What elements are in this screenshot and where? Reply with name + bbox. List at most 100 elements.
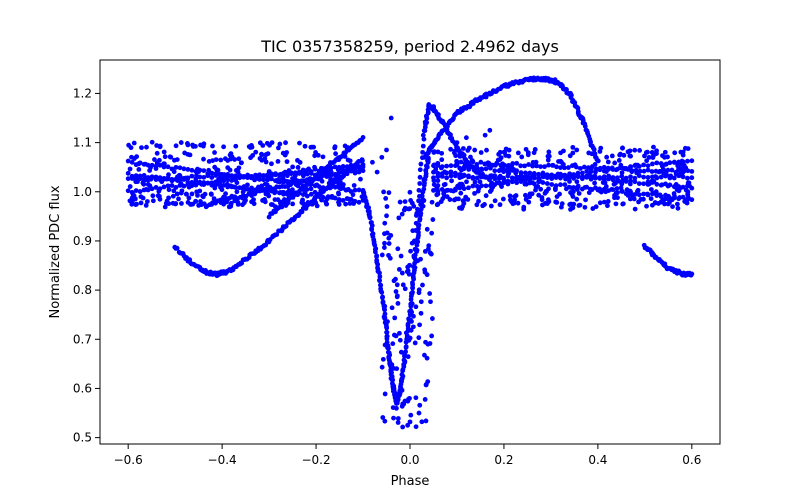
data-point-sloped_tracks_left [336,164,342,170]
data-point-eclipse_scatter [429,199,435,205]
data-point-sloped_tracks_right [680,159,686,165]
y-axis-ticks: 0.5 0.6 0.7 0.8 0.9 1.0 1.1 1.2 [73,86,100,445]
data-point-sloped_tracks_right [685,197,690,203]
data-point-flat_band_right [670,204,675,210]
data-point-flat_band_right [521,206,527,212]
data-point-eclipse_scatter [388,376,394,381]
data-point-eclipse_scatter [394,294,400,300]
data-point-flat_band_left [134,201,139,207]
data-point-flat_band_left [150,198,156,204]
data-point-sloped_tracks_left [285,179,290,185]
data-point-sloped_tracks_right [667,182,673,188]
data-point-flat_band_right [557,191,562,197]
data-point-eclipse_scatter [403,330,409,336]
data-point-isolated_points [374,169,380,175]
data-point-sloped_tracks_right [527,180,533,186]
data-point-eclipse_egress [410,289,415,295]
data-point-flat_band_left [342,143,348,149]
data-point-sloped_tracks_left [129,189,135,195]
data-point-flat_band_right [617,151,623,157]
data-point-flat_band_left [143,202,149,208]
data-point-flat_band_right [632,206,638,212]
data-point-eclipse_egress [405,321,411,327]
data-point-sloped_tracks_right [470,183,476,189]
data-point-sloped_tracks_left [292,173,298,178]
data-point-eclipse_scatter [383,195,389,201]
data-point-sloped_tracks_left [205,173,211,179]
data-point-sloped_tracks_right [613,167,619,173]
data-point-sloped_tracks_left [225,184,231,190]
data-point-eclipse_scatter [402,206,408,212]
data-point-flat_band_left [308,186,314,192]
data-point-sloped_tracks_left [229,184,235,190]
data-point-sloped_tracks_left [185,175,191,181]
data-point-eclipse_scatter [418,310,424,316]
data-point-sloped_tracks_right [661,168,667,174]
data-point-sloped_tracks_left [125,188,131,194]
data-point-sloped_tracks_right [466,185,471,191]
data-point-flat_band_left [275,159,281,164]
data-point-flat_band_right [476,198,481,204]
data-point-flat_band_right [500,196,506,202]
data-point-flat_band_left [172,157,177,163]
data-point-flat_band_right [561,148,566,154]
data-point-sloped_tracks_right [483,183,489,189]
data-point-eclipse_scatter [413,304,419,310]
data-point-flat_band_right [605,199,611,204]
data-point-flat_band_right [559,159,564,165]
data-point-eclipse_scatter [411,313,416,319]
data-point-flat_band_left [333,151,338,157]
data-point-sloped_tracks_right [558,175,563,181]
data-point-flat_band_left [179,201,184,206]
data-point-sloped_tracks_left [125,170,131,176]
data-point-sloped_tracks_right [486,162,492,168]
data-point-eclipse_scatter [417,322,422,328]
data-point-flat_band_right [487,189,493,194]
data-point-sloped_tracks_right [685,158,690,164]
data-point-flat_band_right [625,149,631,155]
data-point-spike_curve [482,174,487,180]
data-point-sloped_tracks_right [632,179,638,185]
data-point-sloped_tracks_left [336,197,342,202]
data-point-flat_band_right [540,202,545,208]
data-point-right_dip_curve [689,271,695,277]
data-point-sloped_tracks_right [494,160,500,166]
data-point-sloped_tracks_right [636,163,642,169]
data-point-flat_band_left [195,192,200,198]
data-point-sloped_tracks_right [566,175,572,180]
data-point-flat_band_right [592,180,597,186]
data-point-sloped_tracks_right [667,175,673,181]
data-point-flat_band_left [145,182,151,187]
data-point-isolated_points [388,115,394,121]
data-point-isolated_points [482,132,488,138]
data-point-sloped_tracks_right [534,163,539,169]
data-point-sloped_tracks_left [304,171,310,177]
data-point-flat_band_left [272,197,278,202]
data-point-sloped_tracks_right [614,190,620,196]
data-point-eclipse_scatter [406,206,412,212]
data-point-flat_band_right [515,150,521,156]
data-point-sloped_tracks_right [597,165,603,171]
data-point-eclipse_scatter [395,416,401,421]
data-point-flat_band_right [605,159,611,165]
data-point-flat_band_right [546,153,552,159]
y-tick-label: 1.2 [73,86,92,100]
data-point-sloped_tracks_left [352,198,358,204]
chart-title: TIC 0357358259, period 2.4962 days [260,37,559,56]
data-point-flat_band_left [262,199,268,205]
data-point-flat_band_left [304,187,310,192]
data-point-sloped_tracks_left [205,180,211,186]
data-point-spike_curve [416,187,422,193]
data-point-sloped_tracks_right [549,173,555,179]
data-point-sloped_tracks_left [360,168,366,174]
data-point-eclipse_scatter [380,415,386,420]
data-point-flat_band_right [452,148,458,154]
data-point-flat_band_left [319,178,325,184]
data-point-flat_band_left [200,193,205,199]
data-point-flat_band_left [332,144,338,150]
data-point-sloped_tracks_left [149,174,155,180]
data-point-flat_band_right [431,149,437,155]
data-point-eclipse_scatter [382,391,388,397]
data-point-sloped_tracks_right [601,164,607,170]
data-point-flat_band_right [509,199,514,205]
